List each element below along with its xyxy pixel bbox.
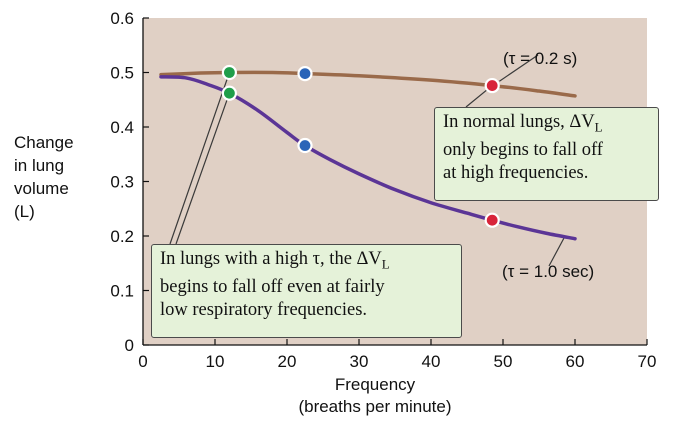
x-tick-label: 50 bbox=[494, 352, 513, 371]
callout-high-tau: In lungs with a high τ, the ΔVL begins t… bbox=[151, 244, 462, 338]
data-point-marker bbox=[297, 65, 313, 82]
y-axis-label-line: Change bbox=[14, 133, 74, 152]
data-point-marker bbox=[221, 85, 237, 101]
series-label-leader bbox=[499, 54, 539, 82]
series-label-tau-0-2: (τ = 0.2 s) bbox=[503, 49, 577, 68]
callout-pointer bbox=[175, 93, 230, 245]
callout-line: begins to fall off even at fairly bbox=[160, 276, 385, 297]
y-axis-label-line: in lung bbox=[14, 156, 65, 175]
x-axis-label: Frequency (breaths per minute) bbox=[275, 374, 475, 418]
series-layer bbox=[159, 70, 577, 241]
x-axis-label-line: (breaths per minute) bbox=[298, 397, 452, 416]
x-tick-label: 30 bbox=[350, 352, 369, 371]
callout-subscript: L bbox=[594, 119, 603, 135]
series-label-leader bbox=[548, 237, 565, 267]
y-axis-label-line: volume bbox=[14, 179, 69, 198]
marker-layer bbox=[221, 64, 500, 228]
y-axis-label-line: (L) bbox=[14, 202, 35, 221]
y-tick-label: 0.6 bbox=[110, 9, 134, 28]
x-tick-label: 20 bbox=[278, 352, 297, 371]
x-axis-label-line: Frequency bbox=[334, 375, 416, 394]
callout-line: In normal lungs, ΔVL bbox=[443, 111, 650, 139]
callout-line: In lungs with a high τ, the ΔVL bbox=[160, 248, 453, 276]
callout-line: only begins to fall off bbox=[443, 139, 603, 160]
y-tick-label: 0 bbox=[125, 336, 134, 355]
x-tick-label: 70 bbox=[638, 352, 657, 371]
x-tick-label: 10 bbox=[206, 352, 225, 371]
series-line-tau-0-2 bbox=[159, 70, 577, 98]
callout-pointer bbox=[169, 72, 230, 245]
data-point-marker bbox=[221, 64, 237, 81]
callout-text: In normal lungs, ΔV bbox=[443, 112, 595, 132]
callout-line: at high frequencies. bbox=[443, 162, 589, 183]
y-tick-label: 0.4 bbox=[110, 118, 134, 137]
axes: 0 0.1 0.2 0.3 0.4 0.5 0.6 0 10 20 30 40 50 60 70 bbox=[110, 9, 656, 371]
y-tick-label: 0.5 bbox=[110, 64, 134, 83]
y-tick-label: 0.2 bbox=[110, 227, 134, 246]
x-tick-label: 0 bbox=[138, 352, 147, 371]
y-axis-label: Change in lung volume (L) bbox=[14, 131, 74, 223]
callout-line: low respiratory frequencies. bbox=[160, 299, 368, 320]
callout-normal-lungs: In normal lungs, ΔVL only begins to fall… bbox=[434, 107, 659, 201]
series-label-tau-1-0: (τ = 1.0 sec) bbox=[502, 262, 594, 281]
data-point-marker bbox=[297, 137, 313, 154]
series-line-tau-1-0 bbox=[159, 75, 577, 241]
y-tick-label: 0.1 bbox=[110, 282, 134, 301]
x-tick-label: 40 bbox=[422, 352, 441, 371]
callout-subscript: L bbox=[381, 256, 390, 272]
x-tick-label: 60 bbox=[566, 352, 585, 371]
callout-text: In lungs with a high τ, the ΔV bbox=[160, 249, 382, 269]
y-tick-label: 0.3 bbox=[110, 173, 134, 192]
data-point-marker bbox=[484, 212, 500, 228]
data-point-marker bbox=[484, 77, 500, 94]
